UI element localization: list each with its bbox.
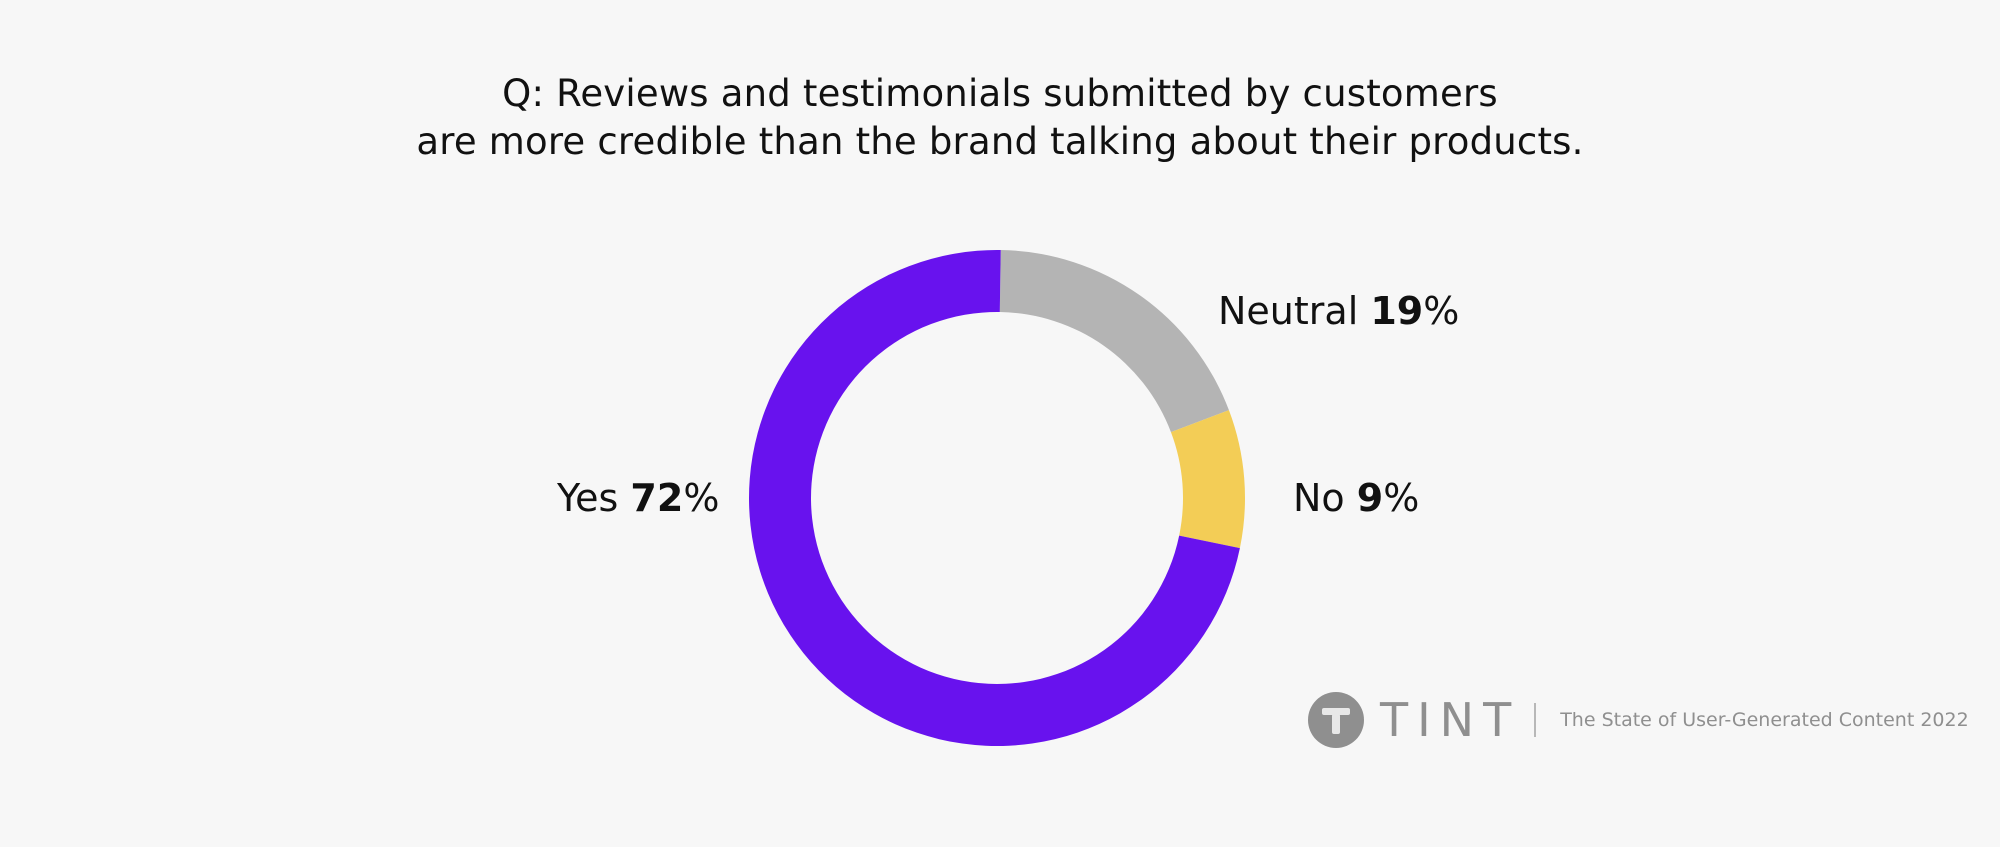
slice-neutral xyxy=(999,250,1229,433)
label-no: No 9% xyxy=(1293,476,1419,520)
label-yes: Yes 72% xyxy=(556,476,719,520)
tint-logo: TINT The State of User-Generated Content… xyxy=(1308,690,1969,750)
chart-title-line-2: are more credible than the brand talking… xyxy=(416,120,1584,163)
tint-circle-t-icon xyxy=(1308,692,1364,748)
tint-wordmark: TINT xyxy=(1380,693,1521,747)
chart-title-line-1: Q: Reviews and testimonials submitted by… xyxy=(502,72,1498,115)
report-tagline: The State of User-Generated Content 2022 xyxy=(1560,709,1969,731)
logo-divider xyxy=(1534,703,1537,737)
slice-no xyxy=(1170,410,1245,549)
label-neutral: Neutral 19% xyxy=(1218,289,1459,333)
